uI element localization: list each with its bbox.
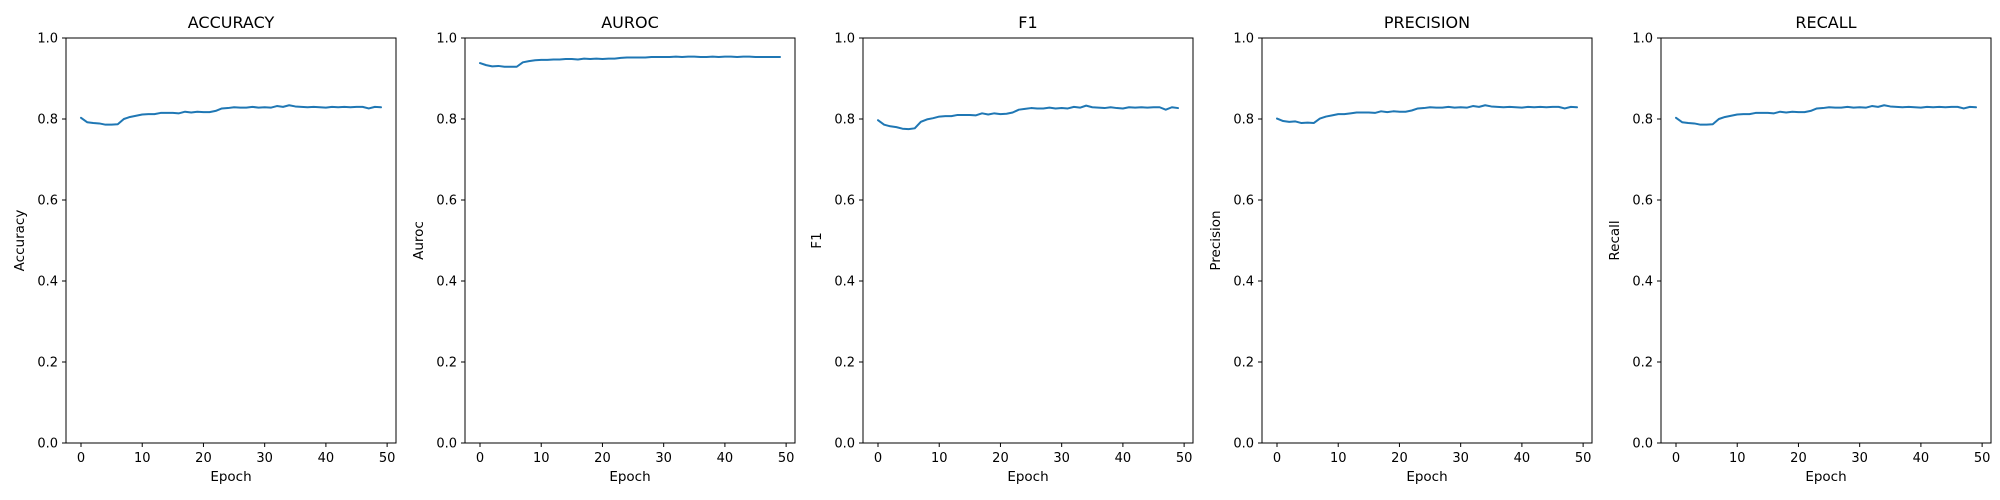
recall-xlabel: Epoch (1805, 469, 1846, 485)
accuracy-xtick-label: 20 (195, 451, 212, 466)
precision-ylabel: Precision (1208, 210, 1224, 270)
f1-ytick-label: 0.8 (834, 113, 855, 128)
recall-xtick-label: 50 (1974, 451, 1991, 466)
precision-ytick-label: 1.0 (1233, 32, 1254, 47)
accuracy-xlabel: Epoch (210, 469, 251, 485)
f1-plot-frame (862, 37, 1194, 444)
auroc-ytick-label: 0.4 (436, 275, 457, 290)
precision-xtick-label: 50 (1575, 451, 1592, 466)
recall-ytick-label: 0.4 (1632, 275, 1653, 290)
recall-ytick-label: 0.6 (1632, 194, 1653, 209)
auroc-ytick-label: 0.2 (436, 356, 457, 371)
auroc-xtick-label: 0 (476, 451, 484, 466)
recall-ytick-label: 0.0 (1632, 437, 1653, 452)
auroc-xtick-label: 50 (778, 451, 795, 466)
recall-series-line (1675, 104, 1977, 126)
f1-ytick-label: 0.0 (834, 437, 855, 452)
precision-ytick-label: 0.4 (1233, 275, 1254, 290)
f1-xtick-label: 50 (1176, 451, 1193, 466)
recall-plot-frame (1660, 37, 1992, 444)
accuracy-plot-frame (65, 37, 397, 444)
accuracy-ytick-label: 1.0 (37, 32, 58, 47)
accuracy-xtick-label: 40 (318, 451, 335, 466)
recall-ytick-label: 0.8 (1632, 113, 1653, 128)
recall-xtick-label: 30 (1851, 451, 1868, 466)
recall-xtick-label: 20 (1790, 451, 1807, 466)
precision-ytick-label: 0.6 (1233, 194, 1254, 209)
precision-xtick-label: 40 (1514, 451, 1531, 466)
accuracy-xtick-label: 10 (134, 451, 151, 466)
accuracy-ytick-label: 0.8 (37, 113, 58, 128)
recall-xtick-label: 40 (1913, 451, 1930, 466)
accuracy-title: ACCURACY (188, 13, 275, 32)
accuracy-ytick-label: 0.2 (37, 356, 58, 371)
auroc-ylabel: Auroc (411, 221, 427, 260)
auroc-title: AUROC (601, 13, 659, 32)
precision-ytick-label: 0.8 (1233, 113, 1254, 128)
auroc-ytick-label: 0.8 (436, 113, 457, 128)
precision-title: PRECISION (1384, 13, 1470, 32)
precision-xtick-label: 20 (1391, 451, 1408, 466)
f1-ytick-label: 1.0 (834, 32, 855, 47)
f1-ytick-label: 0.2 (834, 356, 855, 371)
recall-xtick-label: 10 (1729, 451, 1746, 466)
accuracy-ytick-label: 0.0 (37, 437, 58, 452)
recall-title: RECALL (1795, 13, 1856, 32)
f1-xlabel: Epoch (1007, 469, 1048, 485)
precision-series-line (1276, 104, 1578, 125)
precision-ytick-label: 0.2 (1233, 356, 1254, 371)
precision-xtick-label: 30 (1452, 451, 1469, 466)
f1-ytick-label: 0.4 (834, 275, 855, 290)
auroc-xtick-label: 10 (533, 451, 550, 466)
accuracy-xtick-label: 50 (379, 451, 396, 466)
chart-panel-precision: 0.0 0.2 0.4 0.6 0.8 1.0 0 10 20 30 40 50 PRECISION Ep… (1208, 13, 1593, 485)
precision-ytick-label: 0.0 (1233, 437, 1254, 452)
recall-ytick-label: 1.0 (1632, 32, 1653, 47)
accuracy-xtick-label: 30 (256, 451, 273, 466)
chart-panel-auroc: 0.0 0.2 0.4 0.6 0.8 1.0 0 10 20 30 40 50 AUROC Epoch A… (411, 13, 796, 485)
auroc-ytick-label: 0.0 (436, 437, 457, 452)
chart-panel-accuracy: 0.0 0.2 0.4 0.6 0.8 1.0 0 10 20 30 40 50 ACCURACY Epo… (12, 13, 397, 485)
precision-xlabel: Epoch (1406, 469, 1447, 485)
f1-xtick-label: 40 (1115, 451, 1132, 466)
accuracy-ytick-label: 0.4 (37, 275, 58, 290)
recall-ylabel: Recall (1607, 220, 1623, 260)
chart-panel-f1: 0.0 0.2 0.4 0.6 0.8 1.0 0 10 20 30 40 50 F1 Epoch F1 (809, 13, 1194, 485)
accuracy-ylabel: Accuracy (12, 210, 28, 272)
auroc-xtick-label: 30 (655, 451, 672, 466)
auroc-plot-frame (464, 37, 796, 444)
precision-xtick-label: 0 (1273, 451, 1281, 466)
auroc-xlabel: Epoch (609, 469, 650, 485)
f1-xtick-label: 30 (1053, 451, 1070, 466)
f1-xtick-label: 20 (992, 451, 1009, 466)
f1-xtick-label: 10 (931, 451, 948, 466)
f1-ytick-label: 0.6 (834, 194, 855, 209)
f1-title: F1 (1018, 13, 1037, 32)
auroc-xtick-label: 40 (717, 451, 734, 466)
recall-xtick-label: 0 (1672, 451, 1680, 466)
f1-ylabel: F1 (809, 232, 825, 248)
precision-xtick-label: 10 (1330, 451, 1347, 466)
precision-plot-frame (1261, 37, 1593, 444)
accuracy-ytick-label: 0.6 (37, 194, 58, 209)
f1-series-line (877, 104, 1179, 131)
f1-xtick-label: 0 (874, 451, 882, 466)
auroc-ytick-label: 0.6 (436, 194, 457, 209)
chart-panel-recall: 0.0 0.2 0.4 0.6 0.8 1.0 0 10 20 30 40 50 RECALL Epoch… (1607, 13, 1992, 485)
auroc-ytick-label: 1.0 (436, 32, 457, 47)
accuracy-xtick-label: 0 (77, 451, 85, 466)
auroc-series-line (479, 55, 781, 68)
accuracy-series-line (80, 104, 382, 126)
auroc-xtick-label: 20 (594, 451, 611, 466)
recall-ytick-label: 0.2 (1632, 356, 1653, 371)
